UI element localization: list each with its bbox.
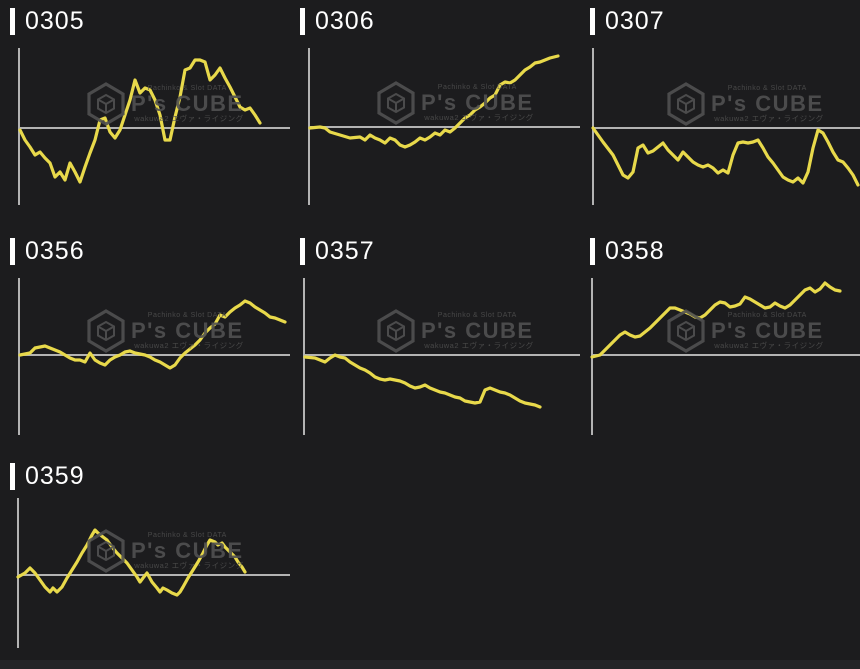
machine-cell-0307[interactable]: 0307 Pachinko & Slot DATA P's CUBE wakuw… xyxy=(580,0,860,220)
payout-line xyxy=(16,528,247,597)
machine-cell-0356[interactable]: 0356 Pachinko & Slot DATA P's CUBE wakuw… xyxy=(0,230,290,450)
machine-number: 0357 xyxy=(315,237,375,265)
machine-title-bar: 0356 xyxy=(10,238,85,265)
machine-title-bar: 0357 xyxy=(300,238,375,265)
machine-title-bar: 0307 xyxy=(590,8,665,35)
payout-line xyxy=(590,281,842,359)
title-marker xyxy=(590,8,595,35)
title-marker xyxy=(10,463,15,490)
payout-sparkline-chart xyxy=(591,48,860,205)
payout-sparkline-chart xyxy=(18,278,290,435)
machine-cell-0357[interactable]: 0357 Pachinko & Slot DATA P's CUBE wakuw… xyxy=(290,230,580,450)
machine-title-bar: 0306 xyxy=(300,8,375,35)
payout-sparkline-chart xyxy=(303,278,580,435)
title-marker xyxy=(590,238,595,265)
payout-line xyxy=(18,58,262,184)
machine-cell-0305[interactable]: 0305 Pachinko & Slot DATA P's CUBE wakuw… xyxy=(0,0,290,220)
machine-title-bar: 0358 xyxy=(590,238,665,265)
machine-cell-0358[interactable]: 0358 Pachinko & Slot DATA P's CUBE wakuw… xyxy=(580,230,860,450)
machine-number: 0359 xyxy=(25,462,85,490)
payout-line xyxy=(308,54,560,149)
machine-number: 0307 xyxy=(605,7,665,35)
machine-title-bar: 0359 xyxy=(10,463,85,490)
machine-number: 0358 xyxy=(605,237,665,265)
payout-sparkline-chart xyxy=(308,48,580,205)
machine-number: 0305 xyxy=(25,7,85,35)
machine-number: 0356 xyxy=(25,237,85,265)
title-marker xyxy=(300,8,305,35)
payout-line xyxy=(18,299,287,370)
payout-line xyxy=(591,126,860,187)
machine-number: 0306 xyxy=(315,7,375,35)
payout-sparkline-chart xyxy=(18,48,290,205)
title-marker xyxy=(300,238,305,265)
title-marker xyxy=(10,8,15,35)
machine-cell-0306[interactable]: 0306 Pachinko & Slot DATA P's CUBE wakuw… xyxy=(290,0,580,220)
payout-sparkline-chart xyxy=(16,498,290,648)
bottom-strip xyxy=(0,660,860,669)
machine-title-bar: 0305 xyxy=(10,8,85,35)
payout-sparkline-chart xyxy=(590,278,860,435)
title-marker xyxy=(10,238,15,265)
machine-cell-0359[interactable]: 0359 Pachinko & Slot DATA P's CUBE wakuw… xyxy=(0,455,290,669)
payout-line xyxy=(303,353,542,409)
